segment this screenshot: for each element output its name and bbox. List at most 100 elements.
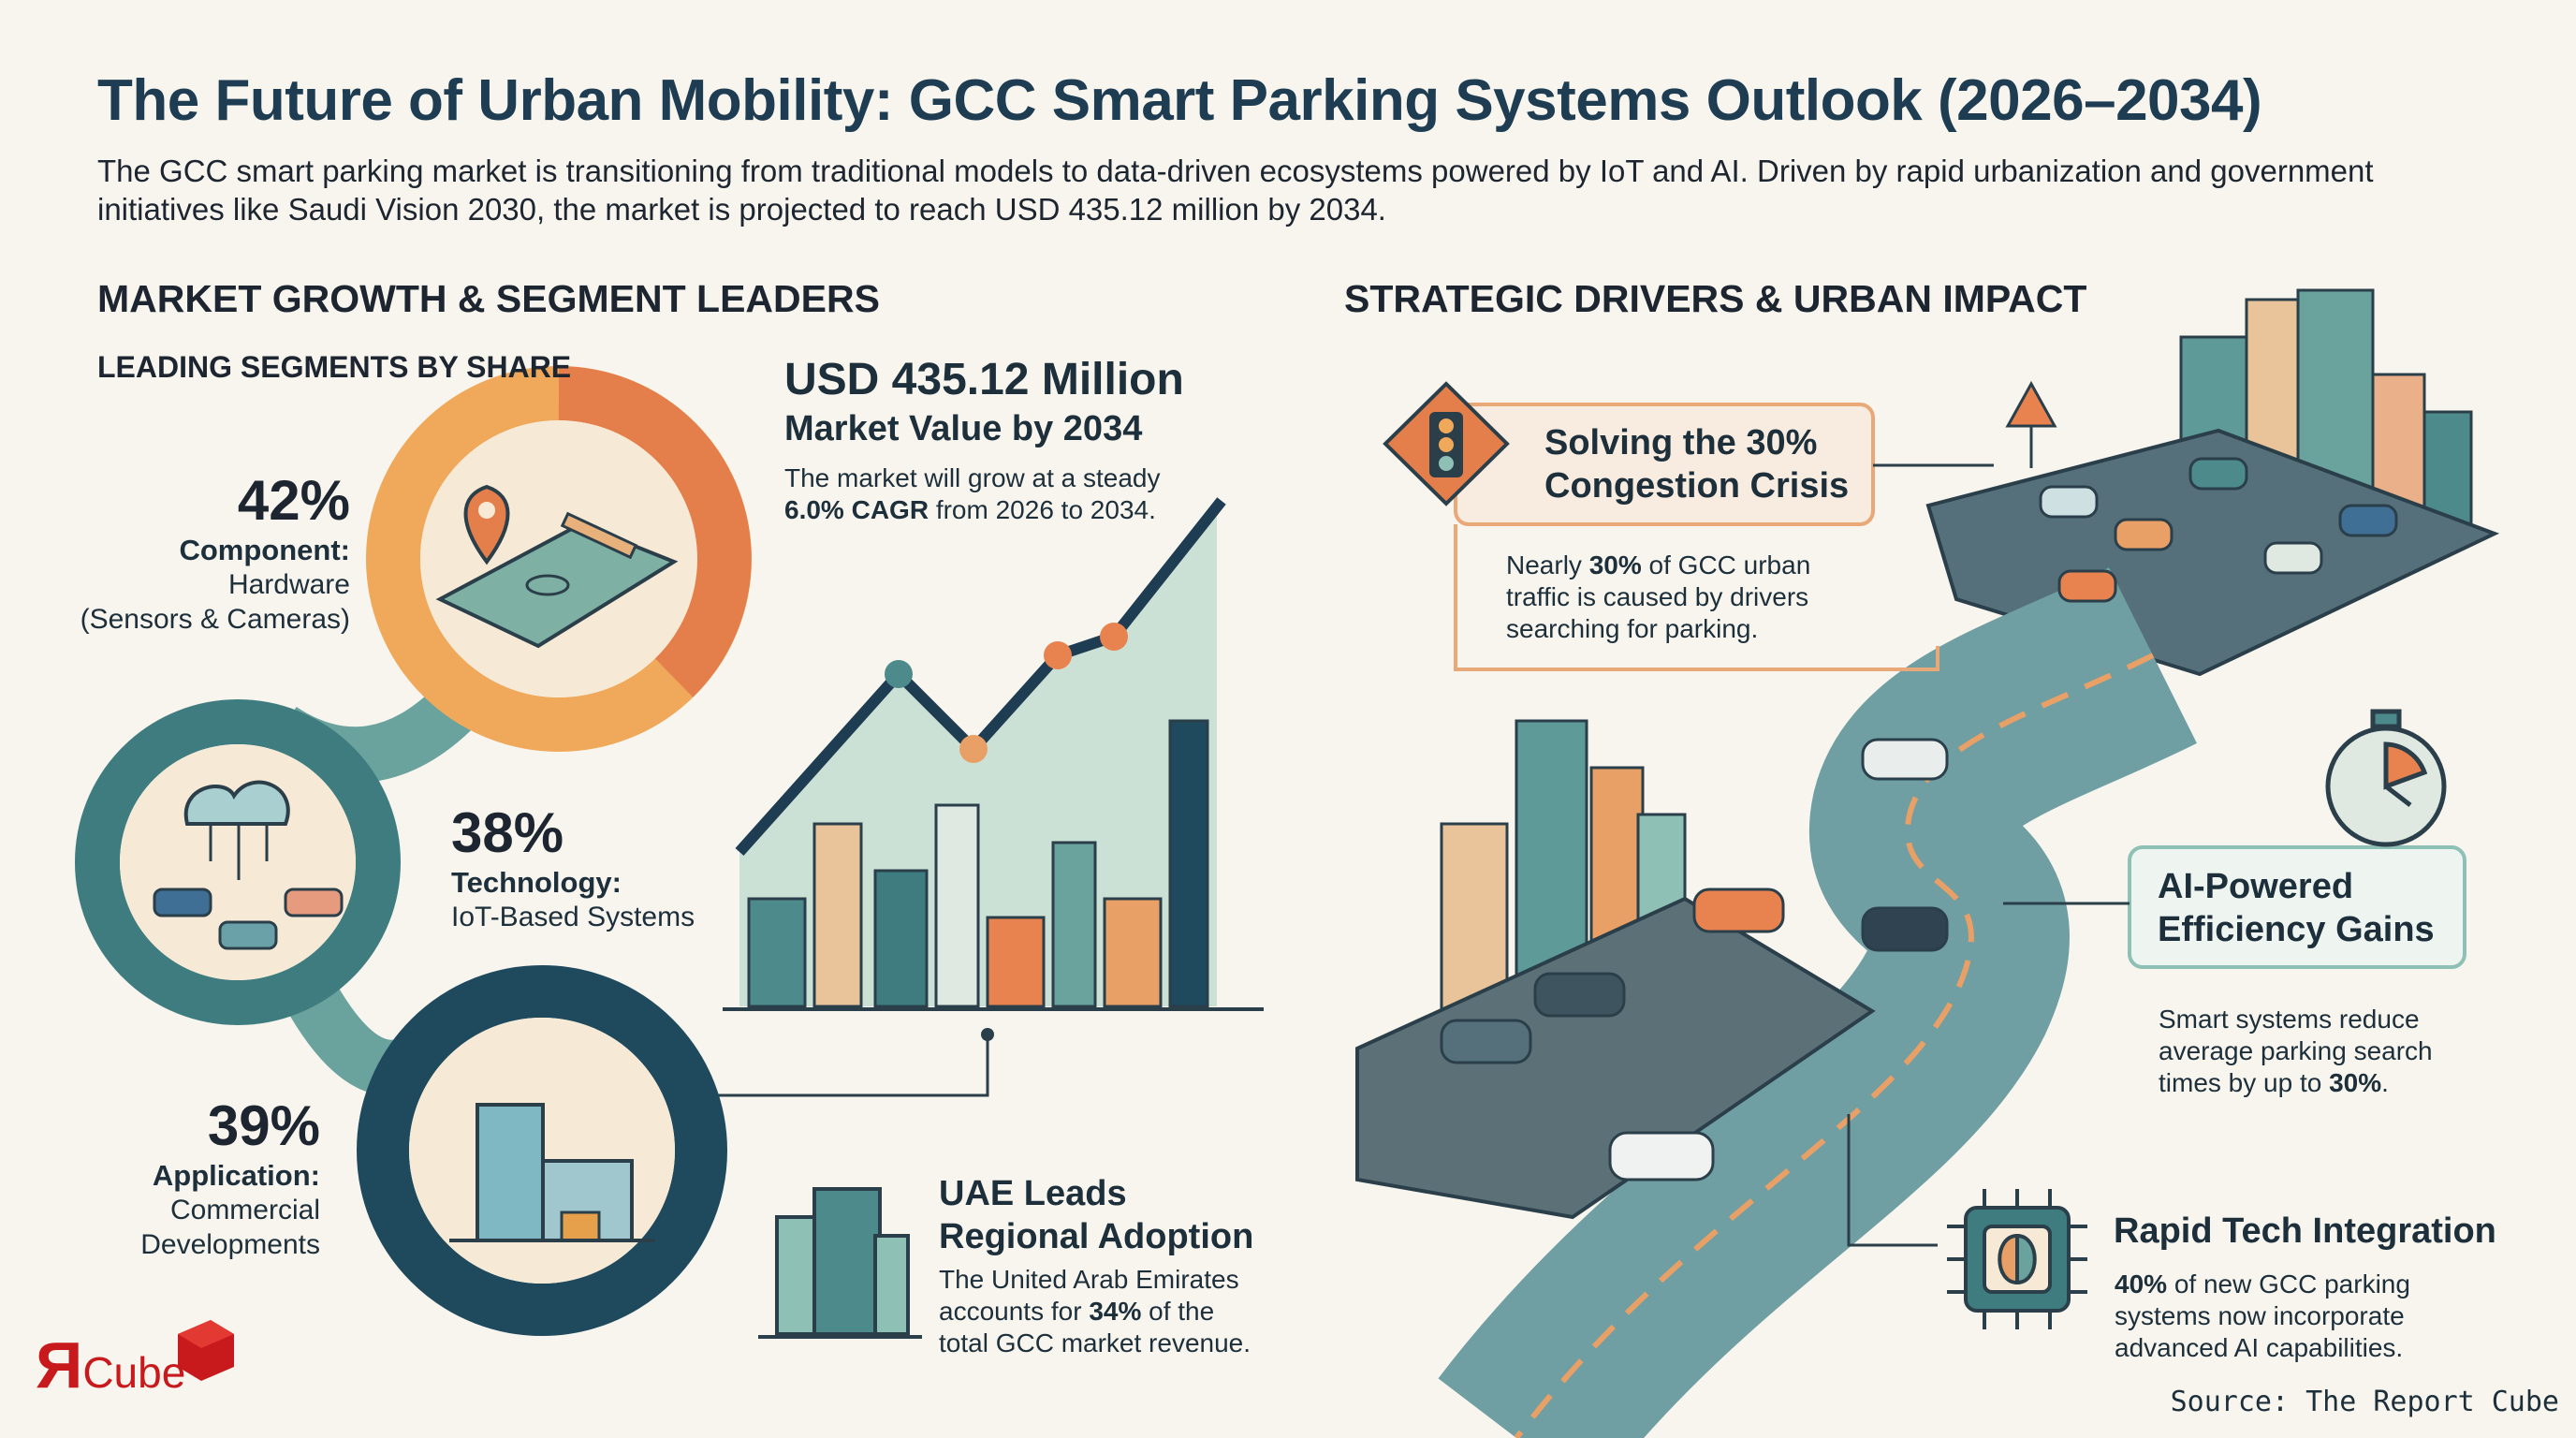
text-run: The market will grow at a steady bbox=[784, 463, 1161, 492]
growth-illustration-part bbox=[735, 497, 1226, 857]
segment-detail: IoT-Based Systems bbox=[451, 902, 695, 932]
growth-illustration-part-part bbox=[934, 803, 980, 1008]
building-icon-part bbox=[873, 1234, 910, 1336]
city-scene-part-part bbox=[2422, 410, 2473, 526]
subheading: LEADING SEGMENTS BY SHARE bbox=[97, 350, 572, 384]
growth-illustration-part-part bbox=[1168, 719, 1209, 1008]
title-line: Congestion Crisis bbox=[1544, 466, 1850, 506]
stopwatch-icon-part bbox=[2383, 741, 2428, 790]
city-scene bbox=[1355, 288, 2500, 1438]
growth-illustration-part bbox=[1044, 641, 1072, 669]
uae-title: Regional Adoption bbox=[939, 1217, 1254, 1256]
city-scene-part bbox=[1355, 896, 1876, 1220]
market-value: USD 435.12 Million bbox=[784, 355, 1184, 404]
city-scene-part bbox=[1514, 653, 2155, 1438]
uae-title: UAE Leads bbox=[939, 1174, 1127, 1213]
congestion-title: Solving the 30% Congestion Crisis bbox=[1544, 421, 1849, 507]
segment-circle-part bbox=[463, 484, 510, 565]
logo-text: Cube bbox=[82, 1348, 186, 1397]
chip-icon-part bbox=[1998, 1233, 2019, 1285]
city-scene-part bbox=[2005, 380, 2057, 428]
traffic-light-icon bbox=[1383, 381, 1510, 506]
market-block: USD 435.12 Million Market Value by 2034 … bbox=[784, 354, 1252, 526]
city-scene-part-part bbox=[1861, 738, 1949, 781]
logo: ЯCube bbox=[36, 1328, 185, 1402]
text-run: The United Arab Emirates accounts for bbox=[939, 1265, 1239, 1326]
source: Source: The Report Cube bbox=[2170, 1386, 2559, 1418]
market-caption: Market Value by 2034 bbox=[784, 409, 1143, 448]
uae-description: The United Arab Emirates accounts for 34… bbox=[939, 1264, 1257, 1359]
traffic-light-icon-part bbox=[1439, 418, 1454, 433]
segment-circle-part bbox=[183, 780, 290, 826]
growth-illustration-part bbox=[747, 719, 1209, 1008]
segment-detail: Commercial bbox=[169, 1195, 320, 1225]
segment: 42% Component: Hardware (Sensors & Camer… bbox=[13, 468, 350, 637]
city-scene-part-part bbox=[1692, 888, 1785, 933]
city-scene-part-part bbox=[1440, 1019, 1532, 1064]
growth-illustration-part bbox=[885, 660, 913, 688]
logo-cube bbox=[178, 1320, 234, 1381]
city-scene-part-part bbox=[1533, 972, 1626, 1018]
section-heading: STRATEGIC DRIVERS & URBAN IMPACT bbox=[1344, 277, 2087, 320]
segment: 38% Technology: IoT-Based Systems bbox=[451, 800, 769, 934]
segment-circle-part bbox=[153, 888, 212, 917]
congestion-description: Nearly 30% of GCC urban traffic is cause… bbox=[1506, 550, 1815, 645]
title-line: AI-Powered bbox=[2158, 867, 2354, 906]
uae-block: UAE Leads Regional Adoption The United A… bbox=[939, 1172, 1332, 1359]
text-run: of new GCC parking systems now incorpora… bbox=[2115, 1269, 2410, 1362]
intro: The GCC smart parking market is transiti… bbox=[97, 154, 2374, 227]
text-run: 30% bbox=[1588, 550, 1642, 580]
integration-description: 40% of new GCC parking systems now incor… bbox=[2115, 1269, 2423, 1364]
segment-detail: (Sensors & Cameras) bbox=[80, 604, 350, 635]
segment-circle-part bbox=[558, 366, 752, 697]
segment-label: Application: bbox=[152, 1159, 320, 1192]
chip-icon bbox=[1947, 1189, 2087, 1329]
segment: 39% Application: Commercial Developments bbox=[39, 1093, 320, 1262]
title-line: Efficiency Gains bbox=[2158, 910, 2435, 949]
segment-circle bbox=[366, 366, 752, 752]
city-scene-part-part bbox=[1861, 906, 1949, 952]
growth-illustration-part-part bbox=[747, 897, 807, 1008]
building-icon-part bbox=[775, 1215, 821, 1336]
city-scene-part-part bbox=[2039, 485, 2099, 519]
segment-label: Technology: bbox=[451, 866, 622, 899]
segment-share: 42% bbox=[237, 469, 350, 532]
callout-frames-part bbox=[1847, 1114, 1938, 1247]
segment-circle-part bbox=[218, 920, 278, 950]
city-scene-part bbox=[1440, 457, 2398, 1181]
text-run: from 2026 to 2034. bbox=[929, 495, 1156, 524]
text-run: 6.0% CAGR bbox=[784, 495, 929, 524]
segment-circle-part bbox=[435, 521, 679, 649]
connector-band-part bbox=[711, 1034, 989, 1097]
callout-frames-part bbox=[2128, 845, 2466, 969]
traffic-light-icon-part bbox=[1439, 456, 1454, 471]
chip-icon-part bbox=[1947, 1189, 2087, 1329]
growth-illustration-part bbox=[1100, 623, 1128, 651]
city-scene-part-part bbox=[2188, 457, 2248, 491]
text-run: 40% bbox=[2115, 1269, 2168, 1299]
segment-circle bbox=[75, 699, 401, 1025]
section-heading: MARKET GROWTH & SEGMENT LEADERS bbox=[97, 277, 880, 320]
segment-circle-part bbox=[284, 888, 344, 917]
segment-circle-part bbox=[478, 502, 495, 519]
segment-share: 38% bbox=[451, 801, 564, 864]
growth-illustration bbox=[723, 497, 1264, 1011]
segment-detail: Hardware bbox=[227, 569, 350, 600]
text-run: Smart systems reduce average parking sea… bbox=[2159, 1005, 2433, 1097]
stopwatch-icon-part bbox=[2384, 785, 2412, 807]
growth-illustration-part-part bbox=[1051, 841, 1097, 1008]
segment-label: Component: bbox=[179, 534, 350, 566]
text-run: . bbox=[2381, 1068, 2389, 1097]
growth-illustration-part bbox=[959, 735, 988, 763]
growth-illustration-part-part bbox=[986, 916, 1046, 1008]
efficiency-title: AI-Powered Efficiency Gains bbox=[2158, 865, 2435, 951]
segment-circle-part bbox=[525, 574, 570, 596]
chip-icon-part bbox=[2015, 1233, 2037, 1285]
callout-frames-part bbox=[1454, 524, 1939, 671]
segment-circle-part bbox=[209, 824, 269, 880]
title-line: Solving the 30% bbox=[1544, 423, 1818, 462]
segment-detail: Developments bbox=[140, 1229, 320, 1260]
